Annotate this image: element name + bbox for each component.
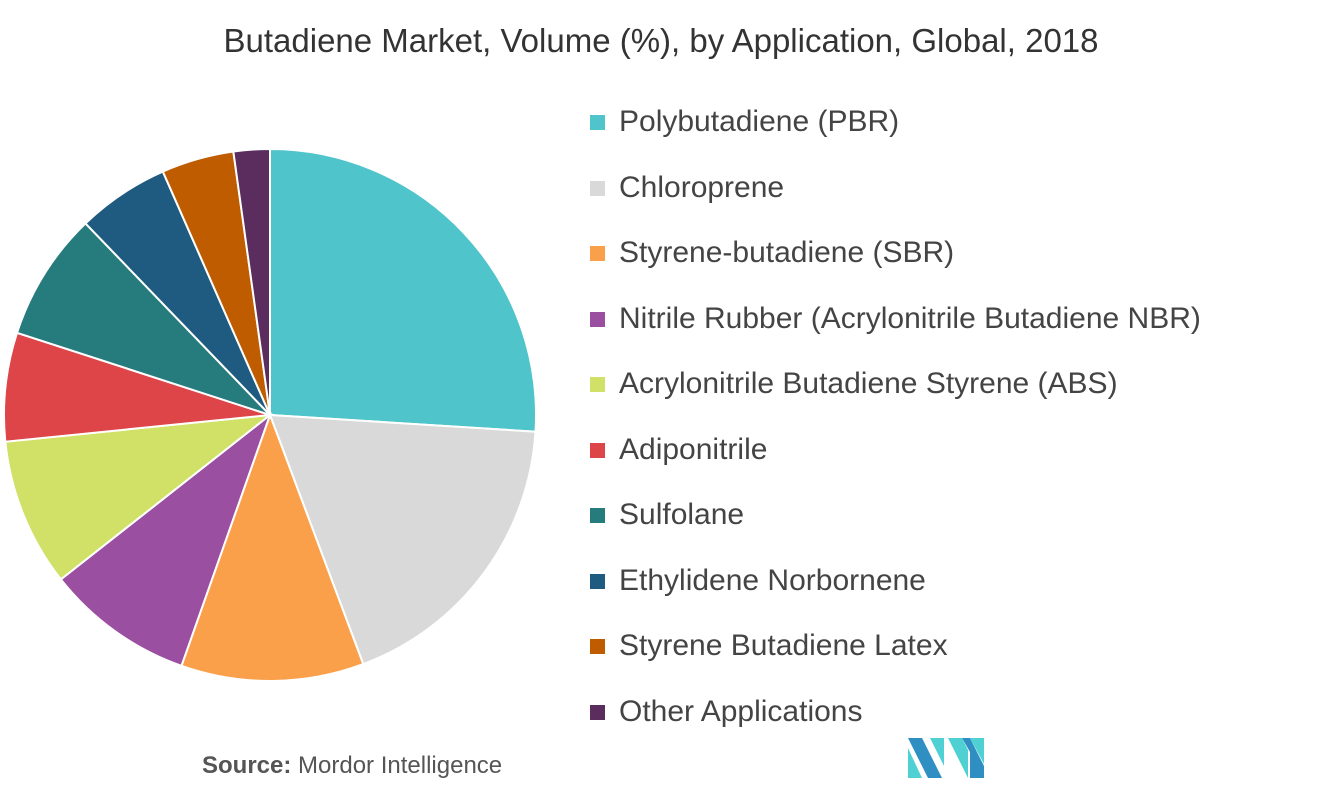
- legend-item: Nitrile Rubber (Acrylonitrile Butadiene …: [590, 299, 1201, 365]
- legend-swatch: [590, 180, 605, 196]
- pie-slice-1: [268, 413, 537, 666]
- source-note: Source: Mordor Intelligence: [202, 752, 502, 780]
- legend-swatch: [590, 508, 605, 523]
- legend-item: Chloroprene: [590, 168, 1201, 234]
- legend-label: Sulfolane: [619, 498, 745, 531]
- legend-swatch: [590, 115, 605, 130]
- legend-label: Styrene Butadiene Latex: [619, 629, 948, 662]
- legend: Polybutadiene (PBR) Chloroprene Styrene-bu…: [590, 102, 1201, 757]
- legend-item: Ethylidene Norbornene: [590, 561, 1201, 627]
- legend-item: Acrylonitrile Butadiene Styrene (ABS): [590, 364, 1201, 430]
- pie-slice-5: [3, 331, 271, 443]
- pie-slice-2: [180, 412, 365, 682]
- legend-swatch: [590, 377, 605, 392]
- legend-swatch: [590, 704, 605, 720]
- legend-label: Styrene-butadiene (SBR): [619, 236, 955, 269]
- pie-slice-0: [269, 147, 537, 433]
- legend-swatch: [590, 573, 605, 589]
- legend-label: Polybutadiene (PBR): [619, 105, 900, 138]
- pie-slice-9: [232, 147, 271, 416]
- legend-item: Adiponitrile: [590, 430, 1201, 496]
- legend-item: Styrene-butadiene (SBR): [590, 233, 1201, 299]
- legend-item: Styrene Butadiene Latex: [590, 626, 1201, 692]
- mordor-logo: [908, 738, 984, 778]
- legend-label: Nitrile Rubber (Acrylonitrile Butadiene …: [619, 301, 1201, 335]
- pie-slice-6: [15, 221, 271, 416]
- legend-swatch: [590, 639, 605, 654]
- source-label: Source:: [202, 752, 292, 779]
- pie-chart: [3, 147, 537, 682]
- legend-swatch: [590, 246, 605, 261]
- legend-label: Adiponitrile: [619, 432, 768, 466]
- legend-item: Polybutadiene (PBR): [590, 102, 1201, 168]
- legend-label: Chloroprene: [619, 170, 785, 204]
- legend-item: Sulfolane: [590, 495, 1201, 561]
- source-value: Mordor Intelligence: [298, 752, 503, 779]
- legend-swatch: [590, 442, 605, 458]
- legend-label: Acrylonitrile Butadiene Styrene (ABS): [619, 367, 1118, 400]
- legend-item: Other Applications: [590, 692, 1201, 758]
- legend-label: Ethylidene Norbornene: [619, 563, 926, 597]
- pie-slice-4: [4, 413, 274, 581]
- chart-title: Butadiene Market, Volume (%), by Applica…: [223, 22, 1099, 59]
- legend-swatch: [590, 311, 605, 327]
- legend-label: Other Applications: [619, 694, 863, 728]
- pie-slice-3: [59, 412, 273, 668]
